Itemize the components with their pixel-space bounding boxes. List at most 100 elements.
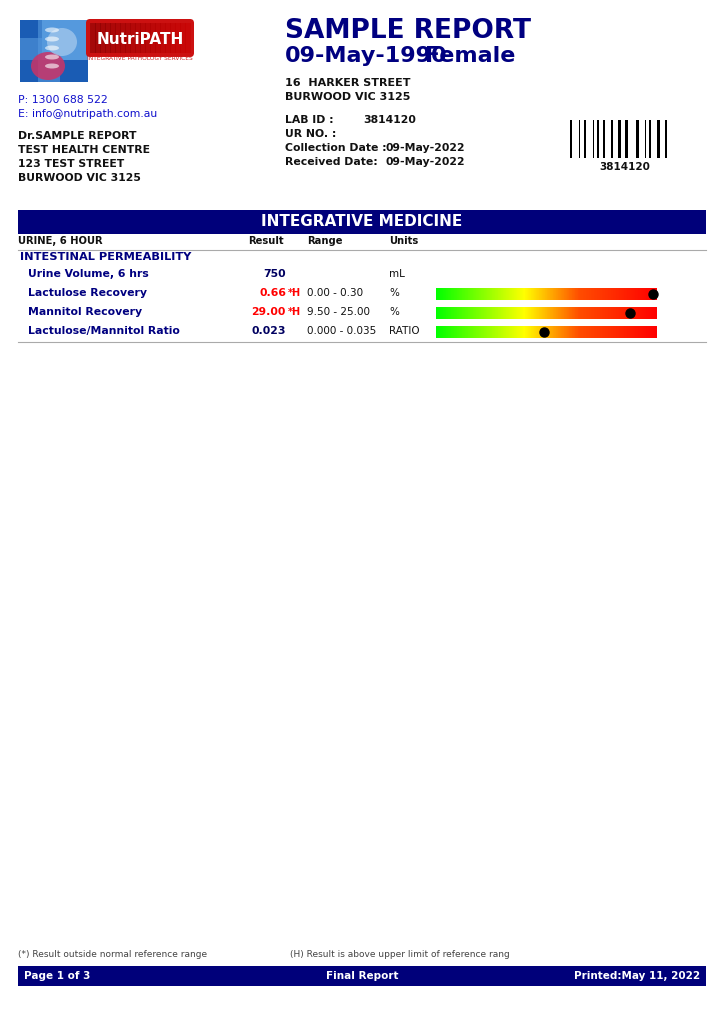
Bar xyxy=(493,326,494,338)
Bar xyxy=(503,326,505,338)
Bar xyxy=(480,307,481,319)
Bar xyxy=(644,326,645,338)
Bar xyxy=(622,326,623,338)
Bar xyxy=(623,326,624,338)
Bar xyxy=(626,307,627,319)
Bar xyxy=(439,307,440,319)
Bar xyxy=(510,326,511,338)
Bar xyxy=(552,288,554,300)
Bar xyxy=(506,307,508,319)
Text: 750: 750 xyxy=(264,269,286,279)
Bar xyxy=(597,307,598,319)
Bar xyxy=(573,326,574,338)
Bar xyxy=(584,288,586,300)
Bar xyxy=(597,326,598,338)
Bar xyxy=(502,326,504,338)
Bar xyxy=(472,307,473,319)
Bar xyxy=(606,307,607,319)
Bar xyxy=(630,288,631,300)
Bar xyxy=(614,326,615,338)
Bar xyxy=(140,23,146,53)
Bar xyxy=(487,307,488,319)
Bar xyxy=(484,288,485,300)
Bar xyxy=(442,307,444,319)
Bar xyxy=(574,326,575,338)
Bar xyxy=(504,307,505,319)
Bar xyxy=(450,288,451,300)
Bar xyxy=(542,307,543,319)
Bar xyxy=(643,288,644,300)
Bar xyxy=(530,326,531,338)
Bar xyxy=(580,326,581,338)
Bar xyxy=(589,307,591,319)
Bar xyxy=(486,326,487,338)
Bar xyxy=(519,326,520,338)
Bar xyxy=(491,307,492,319)
Bar xyxy=(494,326,496,338)
Bar xyxy=(538,288,539,300)
Bar xyxy=(436,307,437,319)
Bar xyxy=(165,23,170,53)
Bar xyxy=(469,307,470,319)
Bar xyxy=(607,288,609,300)
Bar xyxy=(499,307,500,319)
Text: 09-May-2022: 09-May-2022 xyxy=(385,157,465,167)
Bar xyxy=(505,288,507,300)
Bar xyxy=(639,288,640,300)
Bar xyxy=(466,288,467,300)
Bar xyxy=(437,288,439,300)
Bar xyxy=(590,326,592,338)
Bar xyxy=(552,326,554,338)
Bar xyxy=(605,326,606,338)
Bar xyxy=(620,326,622,338)
Bar xyxy=(496,326,497,338)
Bar xyxy=(510,288,511,300)
Bar xyxy=(460,307,461,319)
Bar xyxy=(586,288,587,300)
Bar xyxy=(562,307,563,319)
Bar xyxy=(477,288,479,300)
Bar xyxy=(468,307,469,319)
Bar xyxy=(524,288,525,300)
Bar xyxy=(638,288,639,300)
Bar xyxy=(605,307,606,319)
Bar xyxy=(467,326,468,338)
Bar xyxy=(526,307,527,319)
Bar xyxy=(598,288,599,300)
Bar xyxy=(618,120,620,158)
Text: INTESTINAL PERMEABILITY: INTESTINAL PERMEABILITY xyxy=(20,252,191,262)
Bar xyxy=(602,288,604,300)
Bar xyxy=(558,307,560,319)
Bar xyxy=(536,326,537,338)
Bar xyxy=(561,307,563,319)
Bar xyxy=(468,288,469,300)
Bar xyxy=(453,288,454,300)
Bar xyxy=(633,307,634,319)
Bar xyxy=(500,326,501,338)
Bar xyxy=(586,307,588,319)
Bar xyxy=(560,288,561,300)
Bar xyxy=(454,326,455,338)
Bar xyxy=(626,326,627,338)
Bar xyxy=(476,307,477,319)
Bar xyxy=(537,288,539,300)
Text: 9.50 - 25.00: 9.50 - 25.00 xyxy=(307,307,370,317)
Bar xyxy=(538,307,539,319)
Bar xyxy=(522,288,523,300)
Bar xyxy=(457,288,458,300)
Bar xyxy=(529,288,530,300)
Bar xyxy=(565,307,567,319)
Bar xyxy=(594,307,596,319)
Bar xyxy=(538,326,539,338)
Bar xyxy=(582,307,583,319)
Bar xyxy=(640,326,641,338)
Bar xyxy=(100,23,106,53)
Bar xyxy=(547,307,548,319)
Bar xyxy=(627,326,628,338)
Bar xyxy=(606,326,607,338)
Bar xyxy=(447,307,449,319)
Bar xyxy=(523,326,524,338)
Bar xyxy=(437,288,438,300)
Bar xyxy=(631,326,632,338)
Bar xyxy=(573,288,574,300)
